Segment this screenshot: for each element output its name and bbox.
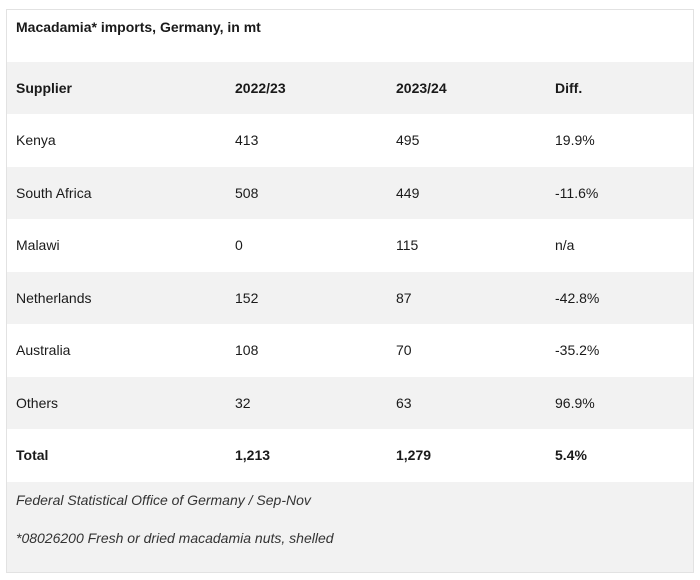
cell-2022-23: 108: [235, 342, 259, 358]
cell-2022-23: 413: [235, 132, 259, 148]
cell-2022-23: 508: [235, 185, 259, 201]
cell-2023-24: 495: [396, 132, 420, 148]
cell-supplier: Kenya: [16, 132, 56, 148]
imports-table-card: Macadamia* imports, Germany, in mt Suppl…: [6, 9, 694, 573]
table-row: Others 32 63 96.9%: [7, 377, 693, 429]
table-row: Malawi 0 115 n/a: [7, 219, 693, 271]
table-row: Kenya 413 495 19.9%: [7, 114, 693, 166]
cell-supplier: Netherlands: [16, 290, 92, 306]
cell-2023-24: 87: [396, 290, 412, 306]
cell-supplier: Australia: [16, 342, 71, 358]
header-2023-24: 2023/24: [396, 80, 447, 96]
total-2022-23: 1,213: [235, 447, 271, 463]
cell-2023-24: 115: [396, 237, 419, 253]
cell-diff: -11.6%: [555, 185, 599, 201]
table-total-row: Total 1,213 1,279 5.4%: [7, 429, 693, 481]
total-diff: 5.4%: [555, 447, 587, 463]
cell-diff: 96.9%: [555, 395, 595, 411]
cell-2023-24: 70: [396, 342, 412, 358]
cell-2022-23: 152: [235, 290, 259, 306]
table-footer: Federal Statistical Office of Germany / …: [7, 482, 693, 572]
table-row: South Africa 508 449 -11.6%: [7, 167, 693, 219]
header-supplier: Supplier: [16, 80, 73, 96]
cell-diff: -42.8%: [555, 290, 600, 306]
cell-supplier: Others: [16, 395, 59, 411]
table-title: Macadamia* imports, Germany, in mt: [16, 19, 261, 35]
table-row: Netherlands 152 87 -42.8%: [7, 272, 693, 324]
cell-2022-23: 32: [235, 395, 251, 411]
header-diff: Diff.: [555, 80, 583, 96]
total-2023-24: 1,279: [396, 447, 432, 463]
cell-2022-23: 0: [235, 237, 243, 253]
source-note: Federal Statistical Office of Germany / …: [16, 492, 311, 508]
cell-2023-24: 63: [396, 395, 412, 411]
table-row: Australia 108 70 -35.2%: [7, 324, 693, 376]
cell-diff: n/a: [555, 237, 575, 253]
cell-supplier: Malawi: [16, 237, 60, 253]
cell-2023-24: 449: [396, 185, 420, 201]
cell-supplier: South Africa: [16, 185, 92, 201]
cell-diff: 19.9%: [555, 132, 595, 148]
total-label: Total: [16, 447, 49, 463]
table-header-row: Supplier 2022/23 2023/24 Diff.: [7, 62, 693, 114]
footnote: *08026200 Fresh or dried macadamia nuts,…: [16, 530, 334, 546]
header-2022-23: 2022/23: [235, 80, 286, 96]
cell-diff: -35.2%: [555, 342, 600, 358]
